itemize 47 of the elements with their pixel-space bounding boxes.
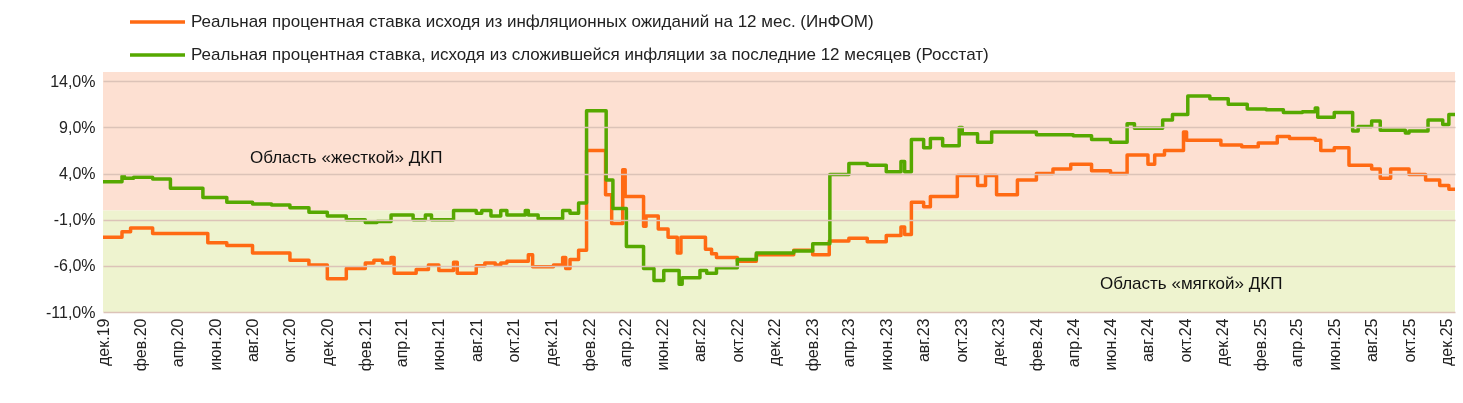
x-tick-label: дек.21 — [542, 318, 560, 366]
x-tick-label: фев.20 — [132, 318, 150, 372]
x-tick-label: дек.22 — [766, 318, 784, 366]
band-label: Область «жесткой» ДКП — [250, 148, 443, 167]
y-tick-label: 9,0% — [59, 118, 96, 136]
x-tick-label: авг.25 — [1363, 318, 1381, 363]
x-tick-label: апр.22 — [616, 318, 634, 368]
x-tick-label: окт.20 — [281, 318, 299, 363]
y-tick-label: -1,0% — [53, 211, 96, 229]
legend-label: Реальная процентная ставка, исходя из сложившейся инфляции за последние 12 месяцев (Росстат) — [191, 45, 989, 64]
x-tick-label: авг.24 — [1139, 318, 1157, 363]
y-tick-label: -11,0% — [45, 303, 96, 321]
x-tick-label: фев.24 — [1027, 318, 1045, 372]
legend-label: Реальная процентная ставка исходя из инфляционных ожиданий на 12 мес. (ИнФОМ) — [191, 12, 874, 31]
x-tick-label: авг.21 — [467, 318, 485, 363]
x-tick-label: дек.20 — [318, 318, 336, 366]
y-tick-label: 4,0% — [59, 165, 96, 183]
x-tick-label: апр.25 — [1288, 318, 1306, 368]
x-tick-label: июн.20 — [206, 318, 224, 371]
x-tick-label: июн.23 — [877, 318, 895, 371]
x-tick-label: фев.21 — [356, 318, 374, 372]
x-tick-label: июн.25 — [1325, 318, 1343, 371]
x-tick-label: окт.22 — [728, 318, 746, 363]
x-tick-label: дек.24 — [1214, 318, 1232, 366]
x-tick-label: авг.20 — [244, 318, 262, 363]
x-tick-label: июн.22 — [654, 318, 672, 371]
x-tick-label: июн.24 — [1102, 318, 1120, 371]
x-tick-label: фев.22 — [580, 318, 598, 372]
x-tick-label: окт.24 — [1176, 318, 1194, 363]
y-tick-label: -6,0% — [53, 257, 96, 275]
x-tick-label: фев.23 — [804, 318, 822, 372]
x-tick-label: авг.23 — [915, 318, 933, 363]
x-tick-label: авг.22 — [691, 318, 709, 363]
x-tick-label: окт.21 — [505, 318, 523, 363]
x-tick-label: фев.25 — [1252, 318, 1270, 372]
band-label: Область «мягкой» ДКП — [1100, 274, 1283, 293]
y-tick-label: 14,0% — [50, 72, 96, 90]
x-tick-label: дек.23 — [989, 318, 1007, 366]
x-tick-label: апр.20 — [169, 318, 187, 368]
x-tick-label: дек.25 — [1437, 318, 1455, 366]
x-tick-label: апр.21 — [392, 318, 410, 368]
x-tick-label: июн.21 — [430, 318, 448, 371]
x-tick-label: окт.23 — [952, 318, 970, 363]
x-tick-label: апр.24 — [1064, 318, 1082, 368]
x-tick-label: апр.23 — [840, 318, 858, 368]
x-tick-label: дек.19 — [94, 318, 112, 366]
x-tick-label: окт.25 — [1400, 318, 1418, 363]
